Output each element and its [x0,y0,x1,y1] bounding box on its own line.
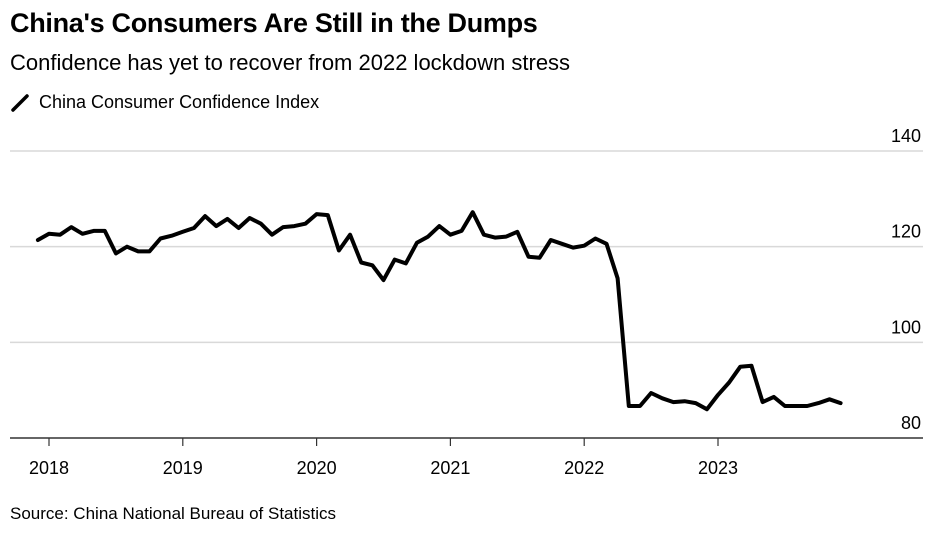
data-point-2020-11 [426,235,430,239]
data-point-2020-09 [404,261,408,265]
data-point-2022-01 [582,244,586,248]
data-point-2021-06 [504,235,508,239]
y-tick-label: 100 [891,317,921,337]
data-point-2019-05 [225,217,229,221]
data-point-2023-03 [738,365,742,369]
legend-label: China Consumer Confidence Index [39,92,320,112]
data-point-2023-02 [727,381,731,385]
data-point-2022-10 [683,399,687,403]
data-point-2022-03 [605,242,609,246]
data-point-2021-08 [526,255,530,259]
data-point-2019-01 [181,230,185,234]
data-point-2019-04 [214,224,218,228]
chart-subtitle: Confidence has yet to recover from 2022 … [10,50,571,75]
x-tick-label: 2019 [163,458,203,478]
series-line-consumer-confidence [35,210,843,412]
x-tick-label: 2022 [564,458,604,478]
data-point-2021-02 [460,229,464,233]
data-point-2018-07 [114,251,118,255]
data-point-2019-10 [281,225,285,229]
data-point-2021-11 [560,242,564,246]
data-point-2021-03 [471,210,475,214]
x-axis: 2018 2019 2020 2021 2022 2023 [10,437,923,478]
data-point-2020-10 [415,241,419,245]
data-point-2019-07 [248,216,252,220]
data-point-2018-10 [147,249,151,253]
legend: China Consumer Confidence Index [10,92,319,113]
data-point-2021-09 [538,256,542,260]
x-tick-label: 2021 [430,458,470,478]
data-point-2018-09 [136,249,140,253]
data-point-2020-02 [326,213,330,217]
x-tick-label: 2018 [29,458,69,478]
data-point-2020-12 [437,224,441,228]
y-tick-label: 120 [891,222,921,242]
data-point-2019-02 [192,226,196,230]
y-tick-label: 140 [891,126,921,146]
data-point-2019-03 [203,214,207,218]
gridlines [10,150,923,344]
data-point-2021-04 [482,233,486,237]
x-tick-label: 2023 [698,458,738,478]
data-point-2021-10 [549,238,553,242]
data-point-2022-07 [649,391,653,395]
data-point-2019-08 [259,222,263,226]
data-point-2018-05 [92,229,96,233]
data-point-2023-11 [828,397,832,401]
data-point-2022-09 [671,400,675,404]
data-point-2023-06 [772,395,776,399]
data-point-2019-09 [270,233,274,237]
y-axis: 80 100 120 140 [891,126,921,433]
data-point-2019-06 [237,226,241,230]
data-point-2023-07 [783,404,787,408]
data-point-2022-12 [705,407,709,411]
data-point-2022-11 [694,401,698,405]
data-point-2020-04 [348,233,352,237]
data-point-2020-05 [359,260,363,264]
chart-title: China's Consumers Are Still in the Dumps [10,8,538,38]
y-tick-label: 80 [901,413,921,433]
data-point-2023-10 [816,401,820,405]
data-point-2021-07 [515,230,519,234]
data-point-2018-02 [58,233,62,237]
data-point-2023-05 [761,400,765,404]
data-point-2021-12 [571,246,575,250]
data-point-2018-04 [80,232,84,236]
data-point-2020-07 [382,278,386,282]
data-point-2021-01 [448,233,452,237]
data-point-2019-12 [303,222,307,226]
data-point-2018-01 [47,232,51,236]
data-point-2023-09 [805,404,809,408]
source-note: Source: China National Bureau of Statist… [10,504,337,523]
data-point-2023-12 [839,401,843,405]
data-point-2018-06 [103,229,107,233]
line-swatch-icon [11,93,29,112]
data-point-2018-03 [69,225,73,229]
data-point-2017-12 [36,238,40,242]
data-point-2020-03 [337,248,341,252]
data-point-2020-06 [370,263,374,267]
data-point-2022-02 [593,237,597,241]
data-point-2018-08 [125,245,129,249]
data-point-2022-06 [638,404,642,408]
data-point-2020-01 [315,212,319,216]
data-point-2022-04 [616,276,620,280]
data-point-2022-05 [627,404,631,408]
data-point-2023-08 [794,404,798,408]
x-tick-label: 2020 [297,458,337,478]
data-point-2021-05 [493,236,497,240]
data-point-2023-01 [716,393,720,397]
data-point-2018-12 [170,234,174,238]
data-point-2022-08 [660,396,664,400]
data-point-2020-08 [393,258,397,262]
data-point-2023-04 [749,364,753,368]
data-point-2018-11 [159,237,163,241]
data-point-2019-11 [292,224,296,228]
